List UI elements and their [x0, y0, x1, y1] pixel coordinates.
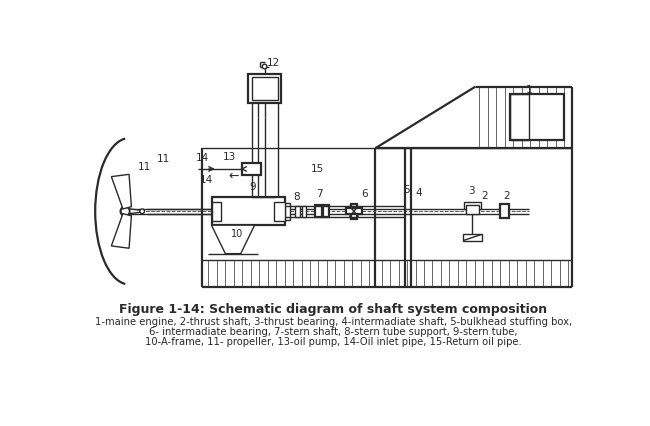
Text: 5: 5	[403, 185, 410, 195]
Text: 2: 2	[503, 191, 510, 201]
Bar	[466, 205, 478, 214]
Text: 15: 15	[311, 164, 324, 174]
Bar	[281, 203, 290, 220]
Text: 3: 3	[469, 186, 475, 196]
Bar	[323, 205, 330, 217]
Text: 4: 4	[415, 188, 422, 198]
Bar	[295, 206, 300, 217]
Bar	[248, 74, 281, 104]
Bar	[242, 163, 261, 175]
Bar	[302, 206, 306, 217]
Bar	[274, 202, 285, 221]
Bar	[351, 204, 357, 219]
Polygon shape	[130, 209, 142, 213]
Text: Figure 1-14: Schematic diagram of shaft system composition: Figure 1-14: Schematic diagram of shaft …	[119, 303, 547, 317]
Text: 7: 7	[316, 189, 322, 199]
Bar	[464, 202, 481, 209]
Text: 9: 9	[249, 181, 255, 192]
Text: 11: 11	[138, 161, 151, 172]
Text: 2: 2	[482, 191, 488, 201]
Text: 10: 10	[231, 229, 243, 239]
Text: 11: 11	[157, 154, 170, 164]
Bar	[500, 204, 510, 218]
Bar	[510, 94, 528, 141]
Bar	[346, 208, 361, 214]
Text: 13: 13	[222, 153, 236, 162]
Text: 6- intermadiate bearing, 7-stern shaft, 8-stern tube support, 9-stern tube,: 6- intermadiate bearing, 7-stern shaft, …	[149, 327, 517, 337]
Text: 1-maine engine, 2-thrust shaft, 3-thrust bearing, 4-intermadiate shaft, 5-bulkhe: 1-maine engine, 2-thrust shaft, 3-thrust…	[94, 317, 572, 327]
Bar	[213, 197, 285, 225]
Text: ←: ←	[229, 170, 239, 183]
Text: 8: 8	[294, 193, 300, 202]
Polygon shape	[111, 213, 131, 248]
Polygon shape	[111, 174, 131, 209]
Text: 12: 12	[266, 58, 280, 69]
Text: 14: 14	[196, 153, 209, 163]
Circle shape	[140, 209, 144, 213]
Text: 10-A-frame, 11- propeller, 13-oil pump, 14-Oil inlet pipe, 15-Return oil pipe.: 10-A-frame, 11- propeller, 13-oil pump, …	[145, 337, 521, 347]
Polygon shape	[211, 225, 255, 253]
Text: 1: 1	[526, 85, 533, 95]
Bar	[213, 202, 222, 221]
Text: 6: 6	[361, 189, 368, 199]
Bar	[510, 94, 564, 141]
Text: 14: 14	[200, 176, 213, 185]
Circle shape	[263, 64, 267, 69]
Bar	[463, 234, 482, 241]
Bar	[252, 77, 278, 101]
Circle shape	[121, 207, 130, 216]
Bar	[315, 205, 322, 217]
